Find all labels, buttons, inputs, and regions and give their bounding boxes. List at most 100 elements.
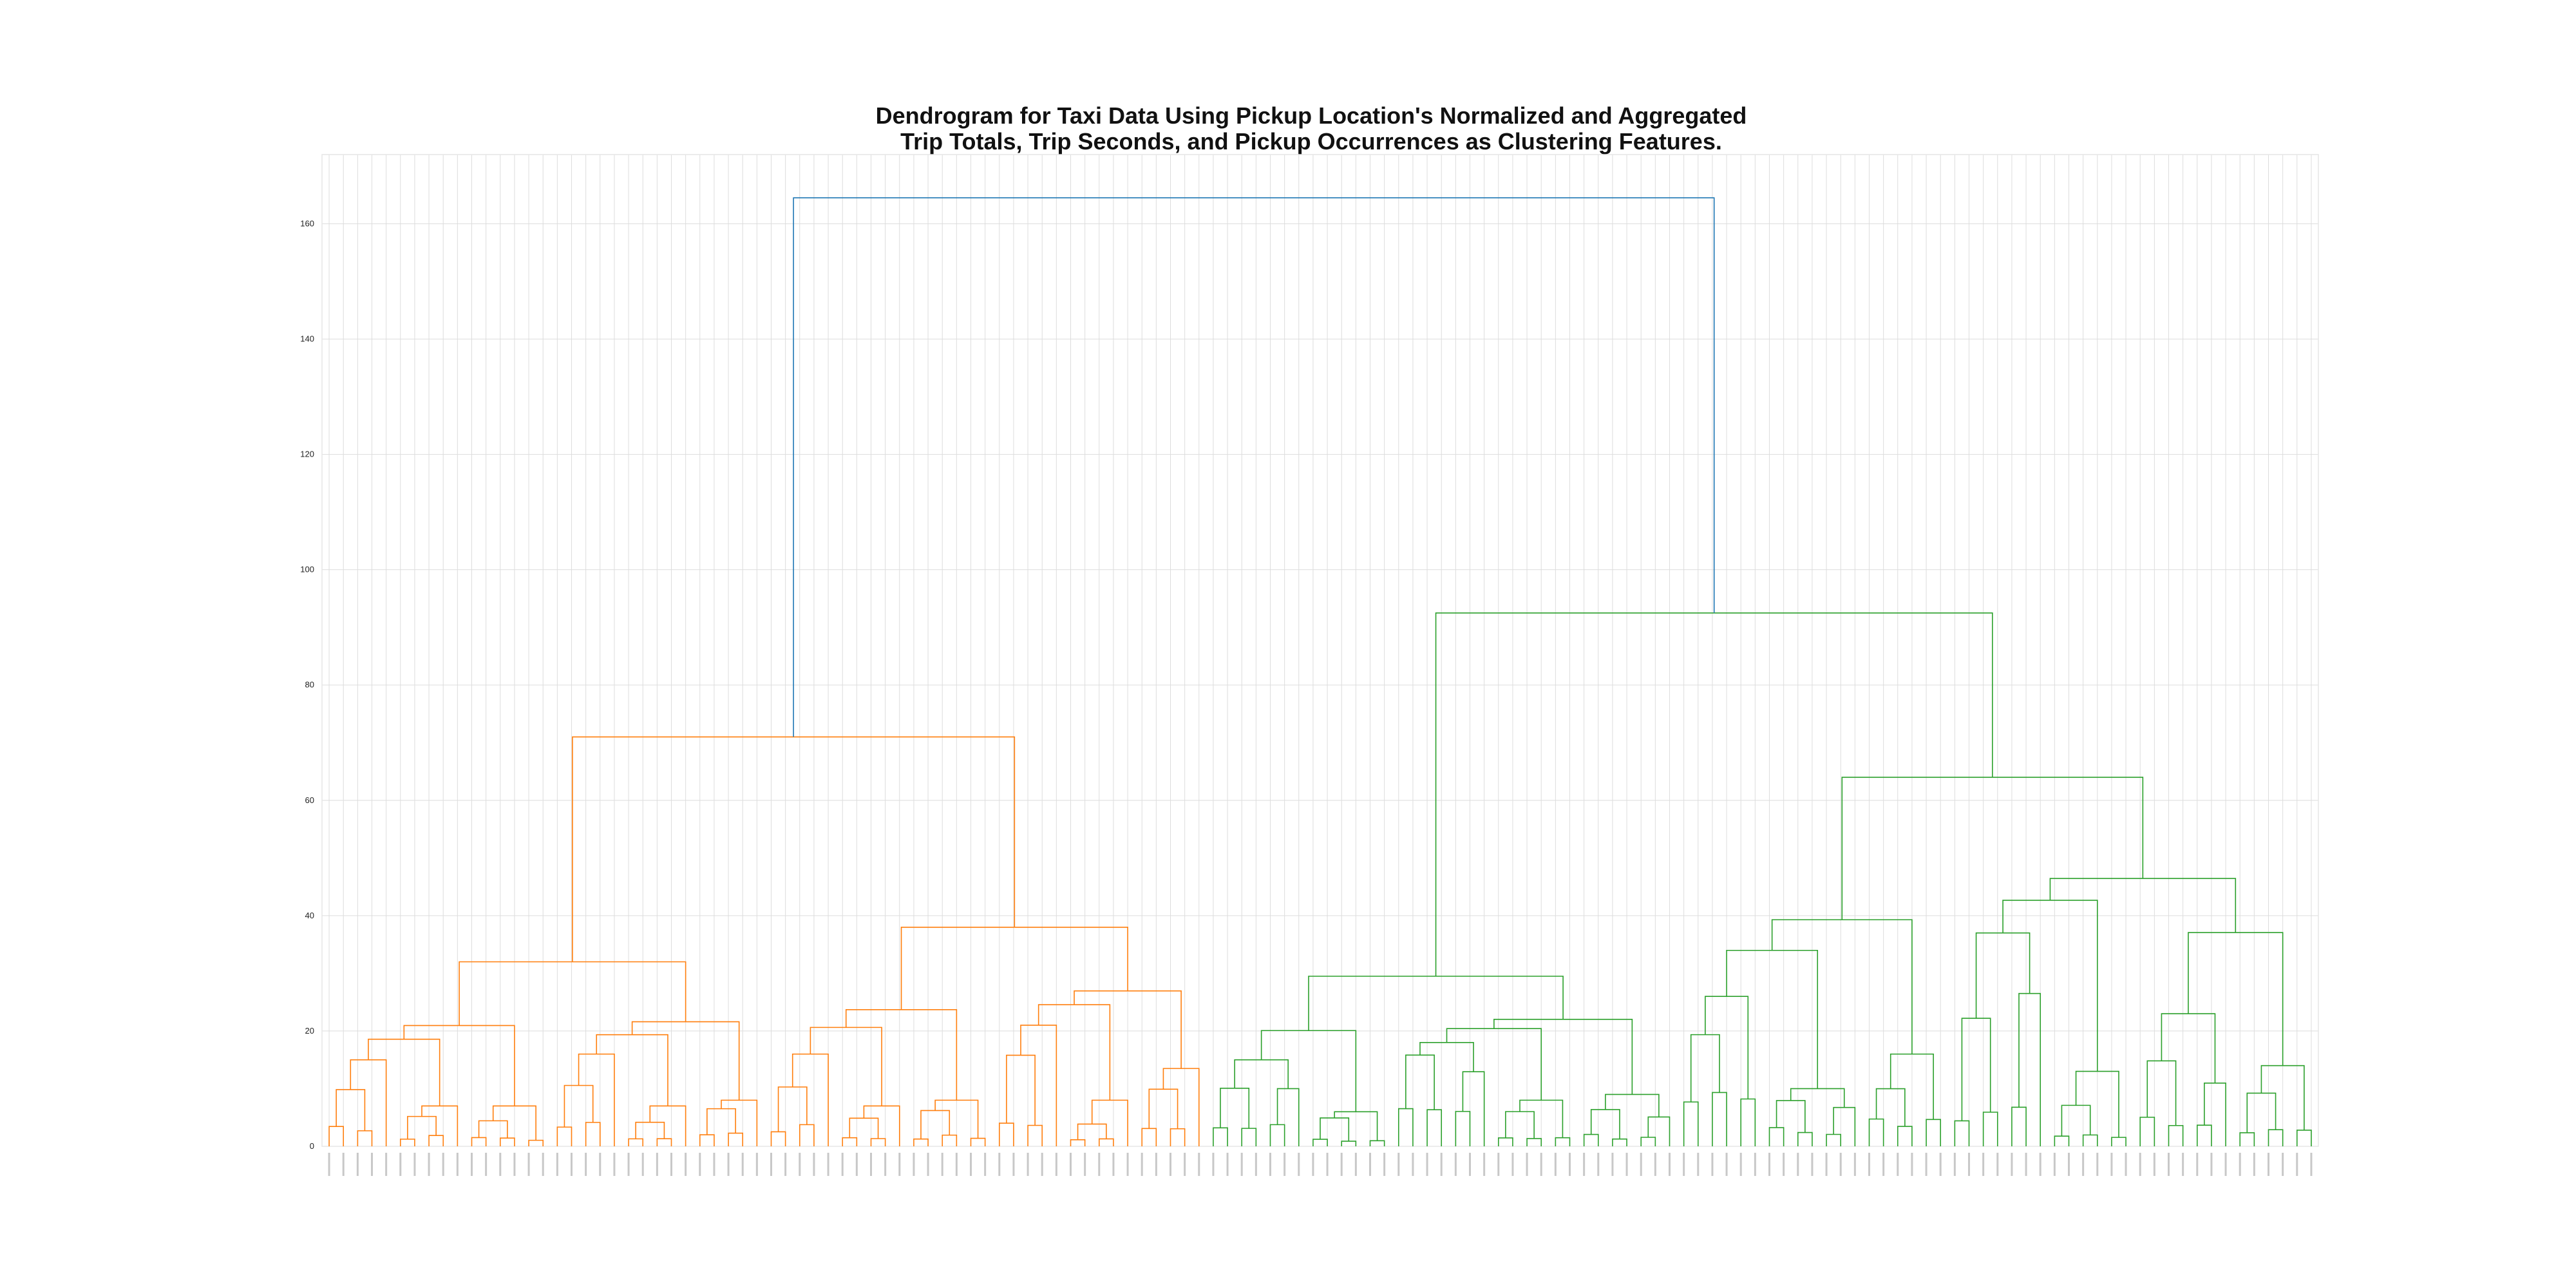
dendrogram-link xyxy=(585,1122,601,1146)
dendrogram-link xyxy=(1320,1117,1350,1142)
leaf-label-mark xyxy=(1611,1153,1614,1176)
leaf-label-mark xyxy=(2296,1153,2298,1176)
leaf-label-mark xyxy=(1839,1153,1842,1176)
leaf-label-mark xyxy=(1597,1153,1600,1176)
dendrogram-link xyxy=(863,1105,900,1146)
leaf-label-mark xyxy=(1526,1153,1528,1176)
dendrogram-link xyxy=(1269,1124,1285,1146)
leaf-label-mark xyxy=(1298,1153,1300,1176)
leaf-label-mark xyxy=(1012,1153,1015,1176)
dendrogram-link xyxy=(791,1053,829,1146)
leaf-label-mark xyxy=(2110,1153,2113,1176)
y-tick-label: 40 xyxy=(305,911,314,920)
dendrogram-link xyxy=(1397,1108,1414,1146)
dendrogram-link xyxy=(1505,1111,1535,1139)
dendrogram-link xyxy=(407,1115,437,1139)
leaf-labels xyxy=(328,1153,2313,1176)
y-tick-label: 100 xyxy=(300,565,314,574)
leaf-label-mark xyxy=(1683,1153,1685,1176)
dendrogram-link xyxy=(421,1105,459,1146)
dendrogram-link xyxy=(1771,919,1913,1054)
dendrogram-link xyxy=(403,1025,515,1106)
leaf-label-mark xyxy=(799,1153,801,1176)
leaf-label-mark xyxy=(2310,1153,2313,1176)
dendrogram-link xyxy=(1141,1128,1157,1146)
dendrogram-link xyxy=(1493,1019,1633,1095)
dendrogram-link xyxy=(556,1126,573,1146)
dendrogram-link xyxy=(2239,1132,2255,1146)
chart-title-line-2: Trip Totals, Trip Seconds, and Pickup Oc… xyxy=(900,128,1722,155)
leaf-label-mark xyxy=(2268,1153,2269,1176)
dendrogram-link xyxy=(1768,1127,1785,1146)
leaf-label-mark xyxy=(1925,1153,1927,1176)
leaf-label-mark xyxy=(1725,1153,1728,1176)
dendrogram-link xyxy=(1926,1119,1942,1146)
dendrogram-link xyxy=(1683,1101,1699,1146)
dendrogram-link xyxy=(970,1137,986,1146)
leaf-label-mark xyxy=(2153,1153,2155,1176)
dendrogram-link xyxy=(1098,1138,1114,1146)
dendrogram-link xyxy=(492,1105,536,1141)
leaf-label-mark xyxy=(2053,1153,2056,1176)
dendrogram-link xyxy=(1234,1059,1289,1089)
dendrogram-link xyxy=(1826,1133,1842,1146)
dendrogram-link xyxy=(328,1126,345,1146)
leaf-label-mark xyxy=(1184,1153,1186,1176)
dendrogram-link xyxy=(1797,1132,1813,1146)
dendrogram-link xyxy=(2018,992,2041,1146)
dendrogram-link xyxy=(1612,1138,1627,1146)
dendrogram-link xyxy=(1312,1139,1328,1146)
leaf-label-mark xyxy=(1212,1153,1215,1176)
dendrogram-link xyxy=(635,1121,665,1139)
dendrogram-link xyxy=(1726,949,1819,1089)
dendrogram-link xyxy=(849,1117,879,1139)
leaf-label-mark xyxy=(1283,1153,1286,1176)
leaf-label-mark xyxy=(1797,1153,1799,1176)
leaf-label-mark xyxy=(1255,1153,1257,1176)
dendrogram-link xyxy=(572,736,1016,962)
dendrogram-link xyxy=(2146,1060,2177,1126)
dendrogram-link xyxy=(1982,1112,1998,1146)
leaf-label-mark xyxy=(442,1153,444,1176)
dendrogram-link xyxy=(1555,1137,1571,1146)
dendrogram-link xyxy=(528,1139,544,1146)
leaf-label-mark xyxy=(1783,1153,1785,1176)
dendrogram-link xyxy=(1740,1098,1756,1146)
leaf-label-mark xyxy=(2082,1153,2085,1176)
dendrogram-link xyxy=(1790,1088,1845,1108)
dendrogram-link xyxy=(2054,1135,2070,1146)
leaf-label-mark xyxy=(499,1153,502,1176)
plot-frame xyxy=(321,154,2319,1147)
leaf-label-mark xyxy=(1055,1153,1057,1176)
leaf-label-mark xyxy=(1811,1153,1814,1176)
dendrogram-link xyxy=(1170,1128,1186,1146)
dendrogram-link xyxy=(1341,1141,1357,1146)
dendrogram-link xyxy=(1583,1133,1599,1146)
chart-title: Dendrogram for Taxi Data Using Pickup Lo… xyxy=(322,103,2300,155)
leaf-label-mark xyxy=(1511,1153,1514,1176)
dendrogram-link xyxy=(1220,1088,1250,1129)
dendrogram-link xyxy=(1241,1128,1257,1146)
dendrogram-link xyxy=(2082,1134,2098,1146)
dendrogram-link xyxy=(2011,1106,2027,1146)
leaf-label-mark xyxy=(1412,1153,1414,1176)
dendrogram-link xyxy=(706,1108,736,1135)
dendrogram-link xyxy=(1868,1118,1884,1146)
y-tick-label: 80 xyxy=(305,680,314,690)
leaf-label-mark xyxy=(1126,1153,1129,1176)
leaf-label-mark xyxy=(1569,1153,1571,1176)
leaf-label-mark xyxy=(1868,1153,1870,1176)
leaf-label-mark xyxy=(2182,1153,2184,1176)
leaf-label-mark xyxy=(841,1153,844,1176)
y-tick-label: 60 xyxy=(305,795,314,805)
dendrogram-link xyxy=(1462,1071,1485,1146)
leaf-label-mark xyxy=(599,1153,601,1176)
dendrogram-link xyxy=(799,1124,815,1146)
leaf-label-mark xyxy=(1112,1153,1115,1176)
leaf-label-mark xyxy=(913,1153,915,1176)
dendrogram-link xyxy=(357,1130,373,1146)
leaf-label-mark xyxy=(1897,1153,1899,1176)
dendrogram-link xyxy=(1027,1124,1043,1146)
dendrogram-link xyxy=(1276,1088,1300,1146)
